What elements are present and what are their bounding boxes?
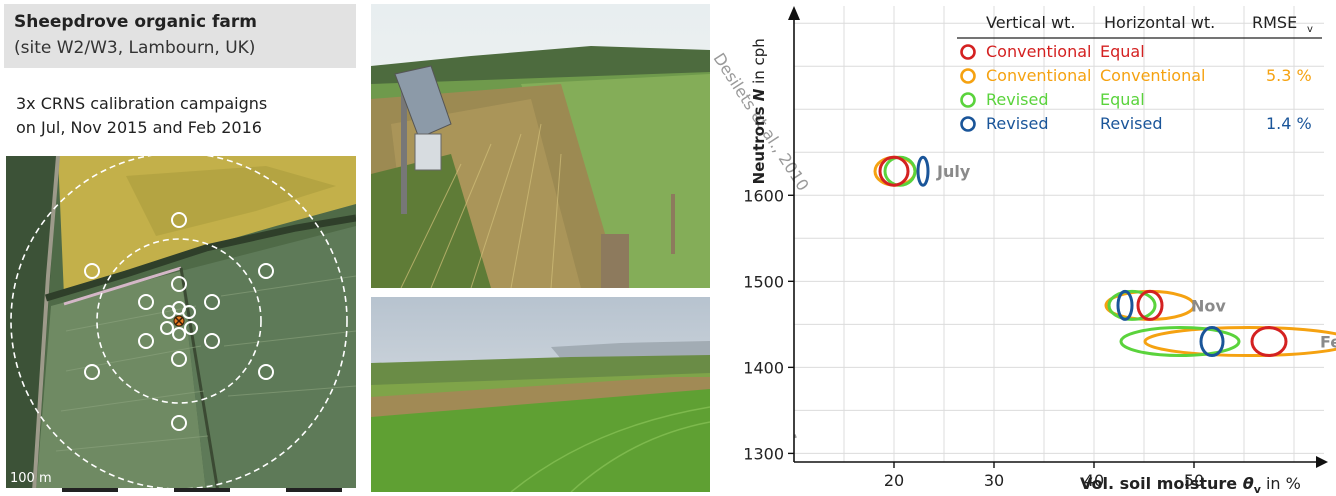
legend-header-horizontal: Horizontal wt. bbox=[1104, 13, 1215, 32]
chart-marks bbox=[873, 155, 1336, 358]
station-photo bbox=[371, 4, 710, 288]
legend-rmse: 5.3 % bbox=[1266, 66, 1312, 85]
x-axis-label: Vol. soil moisture θv in % bbox=[1080, 474, 1301, 496]
legend-rmse: 1.4 % bbox=[1266, 114, 1312, 133]
y-axis-label: Neutrons N in cph bbox=[750, 38, 768, 184]
legend-swatch bbox=[960, 92, 976, 108]
y-axis-arrow bbox=[788, 6, 800, 20]
chart-ticks: 20 30 40 50 1300 1400 1500 1600 bbox=[743, 186, 1204, 490]
legend-horizontal: Conventional bbox=[1100, 66, 1205, 85]
ellipse-july-green bbox=[883, 155, 917, 187]
ellipse-july-red bbox=[878, 155, 910, 187]
ellipse-nov-red bbox=[1136, 289, 1164, 321]
aerial-map: 100 m bbox=[6, 156, 356, 492]
x-tick-label: 40 bbox=[1084, 471, 1104, 490]
campaign-labels: July Nov Feb bbox=[936, 162, 1336, 351]
x-tick-label: 30 bbox=[984, 471, 1004, 490]
legend-vertical: Conventional bbox=[986, 42, 1091, 61]
field-photo bbox=[371, 297, 710, 492]
campaign-label-july: July bbox=[936, 162, 971, 181]
scale-label: 100 m bbox=[10, 471, 52, 486]
campaign-label-feb: Feb bbox=[1320, 333, 1336, 352]
legend-vertical: Conventional bbox=[986, 66, 1091, 85]
legend-swatch bbox=[960, 116, 976, 132]
legend-vertical: Revised bbox=[986, 114, 1049, 133]
legend-horizontal: Equal bbox=[1100, 90, 1145, 109]
ellipse-feb-green bbox=[1119, 326, 1241, 358]
ellipse-feb-orange bbox=[1143, 326, 1336, 358]
chart-axes bbox=[788, 6, 1328, 468]
y-tick-label: 1500 bbox=[743, 272, 784, 291]
legend-horizontal: Revised bbox=[1100, 114, 1163, 133]
legend-header-vertical: Vertical wt. bbox=[986, 13, 1075, 32]
ellipse-nov-green bbox=[1107, 289, 1157, 321]
site-location: (site W2/W3, Lambourn, UK) bbox=[14, 38, 256, 58]
legend-header-rmse: RMSE bbox=[1252, 13, 1297, 32]
legend-header-rmse-sub: v bbox=[1307, 24, 1313, 35]
site-title-box bbox=[4, 4, 356, 68]
x-tick-label: 50 bbox=[1184, 471, 1204, 490]
neutron-soil-moisture-chart: Desilets et al., 2010 20 30 40 501300140015… bbox=[712, 6, 1336, 496]
ellipse-feb-red bbox=[1250, 326, 1288, 358]
y-tick-label: 1600 bbox=[743, 186, 784, 205]
campaign-description-line1: 3x CRNS calibration campaigns bbox=[16, 94, 268, 113]
x-axis-arrow bbox=[1316, 456, 1328, 468]
campaign-description-line2: on Jul, Nov 2015 and Feb 2016 bbox=[16, 118, 262, 137]
y-tick-label: 1400 bbox=[743, 358, 784, 377]
campaign-label-nov: Nov bbox=[1191, 296, 1226, 315]
legend-swatch bbox=[960, 44, 976, 60]
x-tick-label: 20 bbox=[884, 471, 904, 490]
legend-horizontal: Equal bbox=[1100, 42, 1145, 61]
chart-legend: Vertical wt. Horizontal wt. RMSE v Conventio… bbox=[957, 13, 1322, 133]
legend-vertical: Revised bbox=[986, 90, 1049, 109]
ellipse-feb-blue bbox=[1199, 326, 1225, 358]
legend-swatch bbox=[960, 68, 976, 84]
ellipse-nov-blue bbox=[1116, 289, 1134, 321]
site-name: Sheepdrove organic farm bbox=[14, 12, 257, 32]
y-tick-label: 1300 bbox=[743, 444, 784, 463]
chart-grid bbox=[794, 6, 1324, 462]
ellipse-july-blue bbox=[916, 155, 930, 187]
